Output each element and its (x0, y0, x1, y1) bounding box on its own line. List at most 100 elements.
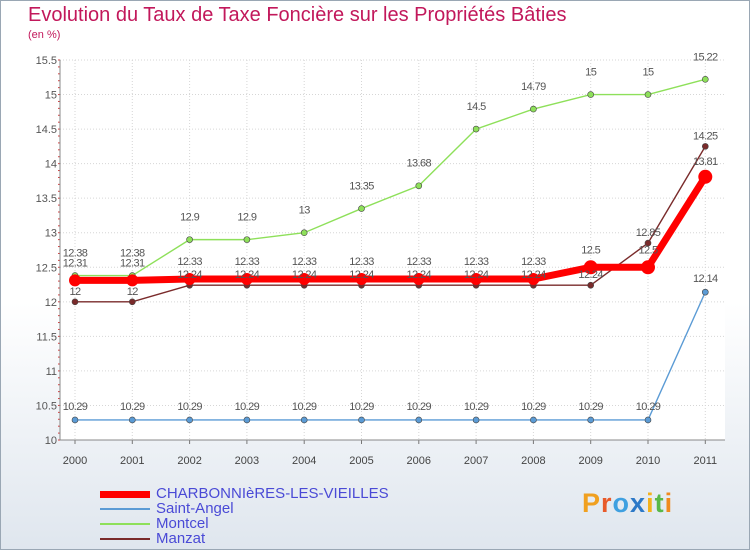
data-point (698, 169, 713, 184)
data-label: 12.5 (581, 244, 600, 256)
data-label: 13.68 (407, 158, 432, 170)
legend-item: Saint-Angel (100, 500, 400, 517)
x-tick-label: 2010 (636, 455, 660, 467)
legend-item: CHARBONNIèRES-LES-VIEILLES (100, 485, 400, 502)
data-label: 12.24 (349, 269, 374, 281)
data-label: 12.5 (638, 244, 657, 256)
data-label: 12.33 (407, 256, 432, 268)
data-label: 12.38 (120, 248, 145, 260)
y-tick-label: 13 (45, 228, 57, 240)
data-label: 13.81 (693, 156, 718, 168)
y-tick-label: 12.5 (36, 262, 57, 274)
data-point (129, 298, 136, 306)
data-point (530, 416, 537, 424)
data-point (186, 416, 193, 424)
data-point (186, 236, 193, 243)
logo-letter: t (654, 488, 665, 518)
data-label: 12.24 (177, 269, 202, 281)
data-label: 12 (127, 286, 139, 298)
data-point (240, 273, 253, 286)
data-point (243, 236, 251, 243)
logo-letter: x (630, 488, 647, 518)
legend-swatch (100, 523, 150, 525)
y-tick-label: 11 (46, 366, 57, 378)
data-point (701, 143, 709, 150)
data-label: 12.24 (407, 269, 432, 281)
chart-title: Evolution du Taux de Taxe Foncière sur l… (28, 4, 567, 26)
data-point (298, 273, 311, 286)
legend-label: CHARBONNIèRES-LES-VIEILLES (156, 485, 389, 502)
data-label: 14.5 (467, 101, 486, 113)
data-label: 10.29 (120, 401, 145, 413)
data-label: 15 (585, 67, 597, 79)
data-point (644, 416, 652, 424)
logo-letter: P (582, 488, 602, 518)
data-label: 12.9 (237, 212, 256, 224)
y-tick-label: 10.5 (36, 400, 57, 412)
legend-swatch (100, 508, 150, 510)
data-label: 12.33 (464, 256, 489, 268)
x-tick-label: 2002 (177, 455, 201, 467)
data-point (69, 274, 81, 287)
legend-label: Saint-Angel (156, 500, 234, 517)
data-label: 12.33 (177, 256, 202, 268)
data-label: 12.33 (235, 256, 260, 268)
data-point (701, 288, 709, 296)
y-tick-label: 14 (45, 159, 57, 171)
series-line-montcel (75, 78, 706, 277)
data-label: 12.33 (292, 256, 317, 268)
data-label: 10.29 (521, 401, 546, 413)
data-label: 13.35 (349, 181, 374, 193)
data-label: 10.29 (349, 401, 374, 413)
y-axis-unit: (en %) (28, 29, 61, 41)
data-point (583, 260, 598, 275)
data-label: 10.29 (177, 401, 202, 413)
data-label: 12.38 (63, 248, 88, 260)
data-label: 12.31 (120, 257, 145, 269)
y-tick-label: 10 (45, 435, 57, 447)
data-label: 10.29 (578, 401, 603, 413)
data-label: 15.22 (693, 51, 718, 63)
data-label: 10.29 (235, 401, 260, 413)
data-point (183, 273, 196, 286)
legend-label: Manzat (156, 530, 206, 547)
data-point (358, 416, 365, 424)
data-point (641, 260, 655, 275)
logo-letter: i (646, 488, 655, 518)
x-tick-label: 2005 (349, 455, 373, 467)
data-label: 12.33 (521, 256, 546, 268)
data-point (472, 416, 480, 424)
legend-item: Manzat (100, 530, 400, 547)
legend-label: Montcel (156, 515, 209, 532)
data-point (415, 416, 423, 424)
data-point (701, 76, 709, 83)
series-line-manzat (75, 146, 706, 303)
legend-item: Montcel (100, 515, 400, 532)
x-tick-label: 2007 (464, 455, 488, 467)
data-label: 10.29 (636, 401, 661, 413)
data-label: 12.14 (693, 273, 718, 285)
y-tick-label: 12 (45, 297, 57, 309)
data-point (71, 416, 79, 424)
data-label: 10.29 (407, 401, 432, 413)
logo-letter: o (612, 488, 631, 518)
x-tick-label: 2000 (63, 455, 87, 467)
logo-letter: r (601, 488, 613, 518)
data-point (126, 274, 139, 287)
data-label: 13 (299, 205, 311, 217)
y-tick-label: 13.5 (36, 193, 57, 205)
data-point (129, 416, 136, 424)
data-label: 12.24 (292, 269, 317, 281)
data-label: 12.31 (63, 257, 88, 269)
data-point (243, 416, 251, 424)
legend-swatch (100, 538, 150, 540)
data-label: 12.24 (235, 269, 260, 281)
data-point (644, 91, 652, 98)
x-tick-label: 2011 (693, 455, 717, 467)
data-label: 14.79 (521, 81, 546, 93)
data-label: 12.9 (180, 212, 199, 224)
data-point (412, 273, 425, 286)
x-tick-label: 2004 (292, 455, 316, 467)
data-point (300, 416, 308, 424)
data-point (470, 273, 483, 286)
